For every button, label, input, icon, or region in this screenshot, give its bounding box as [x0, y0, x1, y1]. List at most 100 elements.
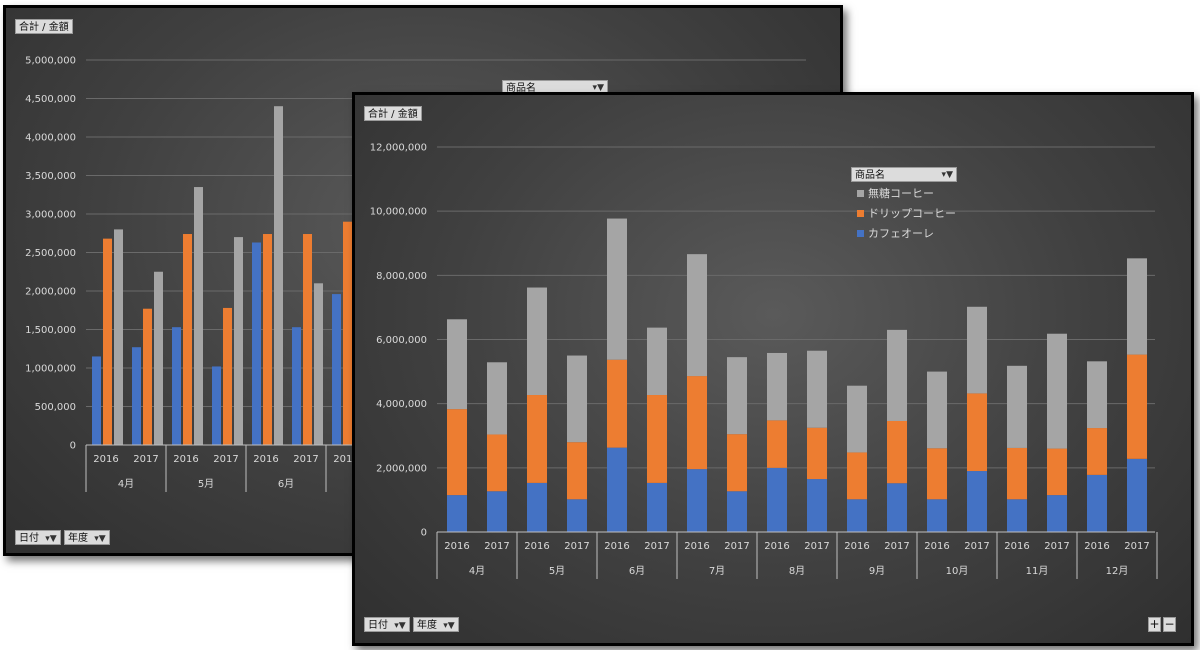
filter-icon[interactable]: ▾▼: [592, 83, 604, 93]
x-tick-label-year: 2016: [333, 454, 358, 465]
y-tick-label: 3,000,000: [25, 210, 76, 221]
front-date-field-label: 日付: [368, 620, 388, 631]
y-tick-label: 0: [70, 441, 76, 452]
bar-segment: [487, 362, 507, 435]
back-product-field-button[interactable]: 商品名 ▾▼: [502, 80, 608, 95]
x-tick-label-year: 2016: [1084, 541, 1109, 552]
bar: [114, 229, 123, 445]
bar: [234, 237, 243, 445]
x-tick-label-month: 5月: [198, 478, 214, 490]
bar-segment: [447, 409, 467, 496]
filter-icon[interactable]: ▾▼: [94, 534, 106, 544]
x-tick-label-year: 2016: [924, 541, 949, 552]
bar-segment: [1087, 428, 1107, 475]
filter-icon[interactable]: ▾▼: [45, 534, 57, 544]
bar-segment: [767, 352, 787, 421]
x-tick-label-month: 8月: [789, 565, 805, 577]
x-tick-label-year: 2017: [1044, 541, 1069, 552]
front-chart-svg: 0 2,000,000 4,000,000 6,000,000 8,000,000 10,…: [370, 143, 1158, 579]
x-tick-label-month: 4月: [469, 565, 485, 577]
bar-segment: [1127, 354, 1147, 459]
front-year-field-button[interactable]: 年度 ▾▼: [413, 617, 459, 632]
y-tick-label: 500,000: [35, 402, 76, 413]
legend-item-cafe-au-lait[interactable]: カフェオーレ: [857, 223, 956, 243]
bar-segment: [607, 218, 627, 360]
bar: [103, 238, 112, 445]
filter-icon[interactable]: ▾▼: [394, 621, 406, 631]
y-tick-label: 2,000,000: [25, 287, 76, 298]
y-tick-label: 0: [421, 528, 427, 539]
x-tick-label-month: 6月: [278, 478, 294, 490]
bar: [223, 307, 232, 445]
collapse-field-button[interactable]: −: [1163, 617, 1176, 632]
filter-icon[interactable]: ▾▼: [443, 621, 455, 631]
bar-segment: [967, 471, 987, 532]
bar: [252, 242, 261, 445]
bar-segment: [1047, 333, 1067, 449]
y-tick-label: 1,500,000: [25, 325, 76, 336]
bar: [132, 347, 141, 445]
front-product-field-label: 商品名: [855, 170, 885, 181]
bar-segment: [567, 499, 587, 532]
x-tick-label-year: 2016: [604, 541, 629, 552]
bar-segment: [1007, 447, 1027, 500]
expand-field-button[interactable]: +: [1148, 617, 1161, 632]
x-tick-label-month: 12月: [1106, 565, 1129, 577]
bar: [303, 234, 312, 445]
back-date-field-label: 日付: [19, 533, 39, 544]
bar-segment: [927, 371, 947, 449]
bar-segment: [807, 427, 827, 480]
bar-segment: [847, 385, 867, 453]
legend-item-drip[interactable]: ドリップコーヒー: [857, 203, 956, 223]
bar: [292, 327, 301, 445]
bar-segment: [487, 434, 507, 492]
back-date-field-button[interactable]: 日付 ▾▼: [15, 530, 61, 545]
back-year-field-button[interactable]: 年度 ▾▼: [64, 530, 110, 545]
x-tick-label-year: 2017: [644, 541, 669, 552]
bar-segment: [807, 479, 827, 532]
front-date-field-button[interactable]: 日付 ▾▼: [364, 617, 410, 632]
x-tick-label-year: 2017: [1124, 541, 1149, 552]
bar-segment: [927, 499, 947, 532]
bar-segment: [847, 499, 867, 532]
bar-segment: [887, 329, 907, 421]
legend-item-unsweetened[interactable]: 無糖コーヒー: [857, 183, 956, 203]
y-tick-label: 8,000,000: [376, 271, 427, 282]
y-tick-label: 3,500,000: [25, 171, 76, 182]
bar-segment: [927, 448, 947, 500]
front-product-field-button[interactable]: 商品名 ▾▼: [851, 167, 957, 182]
bar-segment: [447, 319, 467, 410]
y-tick-label: 4,000,000: [25, 133, 76, 144]
x-tick-label-year: 2016: [444, 541, 469, 552]
bar-segment: [687, 376, 707, 470]
x-tick-label-year: 2017: [484, 541, 509, 552]
x-tick-label-month: 4月: [118, 478, 134, 490]
back-value-field-label: 合計 / 金額: [19, 22, 69, 33]
bar-segment: [1007, 499, 1027, 532]
filter-icon[interactable]: ▾▼: [941, 170, 953, 180]
front-value-field-button[interactable]: 合計 / 金額: [364, 106, 422, 121]
legend-swatch: [857, 229, 864, 237]
x-tick-label-year: 2016: [253, 454, 278, 465]
back-value-field-button[interactable]: 合計 / 金額: [15, 19, 73, 34]
bar-segment: [607, 447, 627, 532]
y-tick-label: 1,000,000: [25, 364, 76, 375]
bar-segment: [887, 483, 907, 532]
bar-segment: [847, 452, 867, 500]
x-tick-label-month: 11月: [1026, 565, 1049, 577]
y-tick-label: 5,000,000: [25, 56, 76, 67]
bar-segment: [1127, 258, 1147, 355]
bar-segment: [727, 491, 747, 532]
bar-segment: [527, 395, 547, 483]
x-tick-label-year: 2017: [213, 454, 238, 465]
bar: [143, 308, 152, 445]
bar: [332, 294, 341, 445]
bar-segment: [887, 420, 907, 484]
x-tick-label-year: 2016: [764, 541, 789, 552]
y-tick-label: 4,000,000: [376, 399, 427, 410]
bar-segment: [687, 469, 707, 532]
legend-swatch: [857, 209, 864, 217]
bar-segment: [1127, 458, 1147, 532]
bar-segment: [727, 357, 747, 435]
x-tick-label-year: 2017: [564, 541, 589, 552]
